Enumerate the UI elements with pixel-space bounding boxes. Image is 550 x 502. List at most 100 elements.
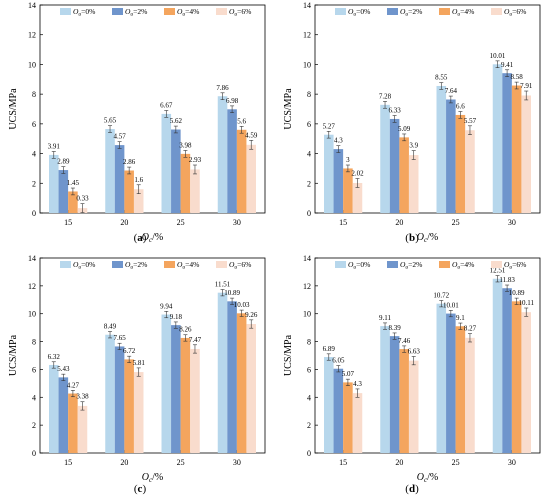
- data-label: 1.6: [134, 176, 143, 184]
- data-label: 2.89: [57, 158, 70, 166]
- data-label: 10.11: [518, 299, 534, 307]
- data-label: 12.51: [490, 267, 506, 275]
- y-tick-label: 4: [32, 150, 36, 159]
- bar: [511, 85, 522, 213]
- data-label: 7.91: [520, 82, 533, 90]
- bar: [77, 405, 88, 453]
- panel-label: (c): [134, 483, 147, 495]
- bar: [446, 99, 456, 213]
- bar: [380, 104, 390, 213]
- y-tick-label: 4: [32, 393, 36, 402]
- y-tick-label: 12: [28, 282, 36, 291]
- data-label: 8.27: [464, 325, 477, 333]
- legend-swatch: [387, 8, 398, 15]
- bar: [455, 114, 466, 213]
- data-label: 8.58: [511, 73, 524, 81]
- legend-label: Ou=2%: [400, 260, 422, 271]
- bar: [502, 73, 512, 214]
- bar: [124, 359, 134, 453]
- y-tick-label: 10: [28, 60, 36, 69]
- data-label: 6.89: [323, 345, 336, 353]
- data-label: 11.83: [499, 276, 515, 284]
- y-tick-label: 6: [307, 120, 311, 129]
- data-label: 8.49: [104, 323, 117, 331]
- data-label: 9.1: [456, 314, 465, 322]
- x-tick-label: 30: [508, 458, 516, 467]
- bar: [227, 301, 237, 453]
- data-label: 5.43: [57, 365, 70, 373]
- legend-swatch: [335, 8, 346, 15]
- y-tick-label: 12: [28, 31, 36, 40]
- bar: [352, 393, 363, 453]
- bar: [246, 324, 256, 453]
- bar: [502, 288, 512, 453]
- bar: [190, 348, 200, 453]
- bar: [521, 95, 531, 213]
- y-tick-label: 14: [28, 254, 36, 263]
- legend-label: Ou=4%: [452, 7, 474, 18]
- bar: [133, 372, 144, 453]
- bar: [352, 182, 363, 213]
- data-label: 10.03: [234, 301, 250, 309]
- legend-swatch: [439, 8, 450, 15]
- x-tick-label: 30: [233, 458, 241, 467]
- data-label: 9.11: [379, 314, 391, 322]
- data-label: 5.27: [323, 122, 336, 130]
- bar: [58, 377, 69, 453]
- bar: [465, 337, 475, 453]
- legend-swatch: [491, 8, 502, 15]
- legend-swatch: [112, 261, 123, 268]
- panel-d: 0 2 4 6 8 10 12 14 UCS/MPa 15 6.89 6.05 5.07 4.3 20 9.1…: [283, 254, 541, 495]
- bar: [171, 325, 181, 453]
- bar: [324, 357, 334, 453]
- y-tick-label: 12: [303, 31, 311, 40]
- bar: [511, 301, 522, 453]
- y-tick-label: 4: [307, 150, 311, 159]
- panel-label: (b): [405, 232, 419, 244]
- plot-frame: [314, 257, 541, 454]
- x-axis-label: Oc/%: [417, 472, 438, 484]
- data-label: 5.6: [237, 117, 246, 125]
- panel-label: (d): [405, 483, 419, 495]
- y-tick-label: 0: [32, 449, 36, 458]
- x-axis-label: Oc/%: [142, 472, 163, 484]
- bar: [333, 149, 344, 213]
- data-label: 3.38: [76, 393, 89, 401]
- legend-label: Ou=6%: [504, 260, 526, 271]
- bar: [49, 154, 59, 213]
- bar: [180, 337, 191, 453]
- panel-b: 0 2 4 6 8 10 12 14 UCS/MPa 15 5.27 4.3 32.02 20 7.28 6.…: [283, 1, 541, 244]
- y-tick-label: 12: [303, 282, 311, 291]
- x-tick-label: 20: [395, 218, 403, 227]
- bar: [227, 109, 237, 213]
- bar: [436, 303, 447, 453]
- bar: [190, 169, 200, 213]
- bar: [492, 278, 503, 453]
- x-tick-label: 15: [64, 218, 72, 227]
- legend-swatch: [164, 8, 175, 15]
- data-label: 1.45: [67, 179, 80, 187]
- legend-swatch: [216, 261, 227, 268]
- bar: [324, 134, 334, 213]
- data-label: 6.32: [48, 353, 61, 361]
- bar: [68, 393, 78, 453]
- data-label: 8.26: [179, 326, 192, 334]
- legend-swatch: [112, 8, 123, 15]
- bar: [399, 137, 409, 213]
- plot-frame: [39, 257, 266, 454]
- bar: [180, 153, 191, 213]
- data-label: 0.33: [76, 195, 89, 203]
- data-label: 9.26: [245, 311, 258, 319]
- x-tick-label: 25: [177, 218, 185, 227]
- data-label: 6.72: [123, 347, 136, 355]
- data-label: 2.02: [351, 170, 364, 178]
- bar: [171, 129, 181, 213]
- y-tick-label: 8: [32, 338, 36, 347]
- bar: [217, 292, 228, 453]
- bar: [446, 313, 456, 453]
- data-label: 7.47: [189, 336, 202, 344]
- legend-label: Ou=2%: [125, 7, 147, 18]
- bar: [236, 313, 247, 453]
- bar: [343, 382, 353, 453]
